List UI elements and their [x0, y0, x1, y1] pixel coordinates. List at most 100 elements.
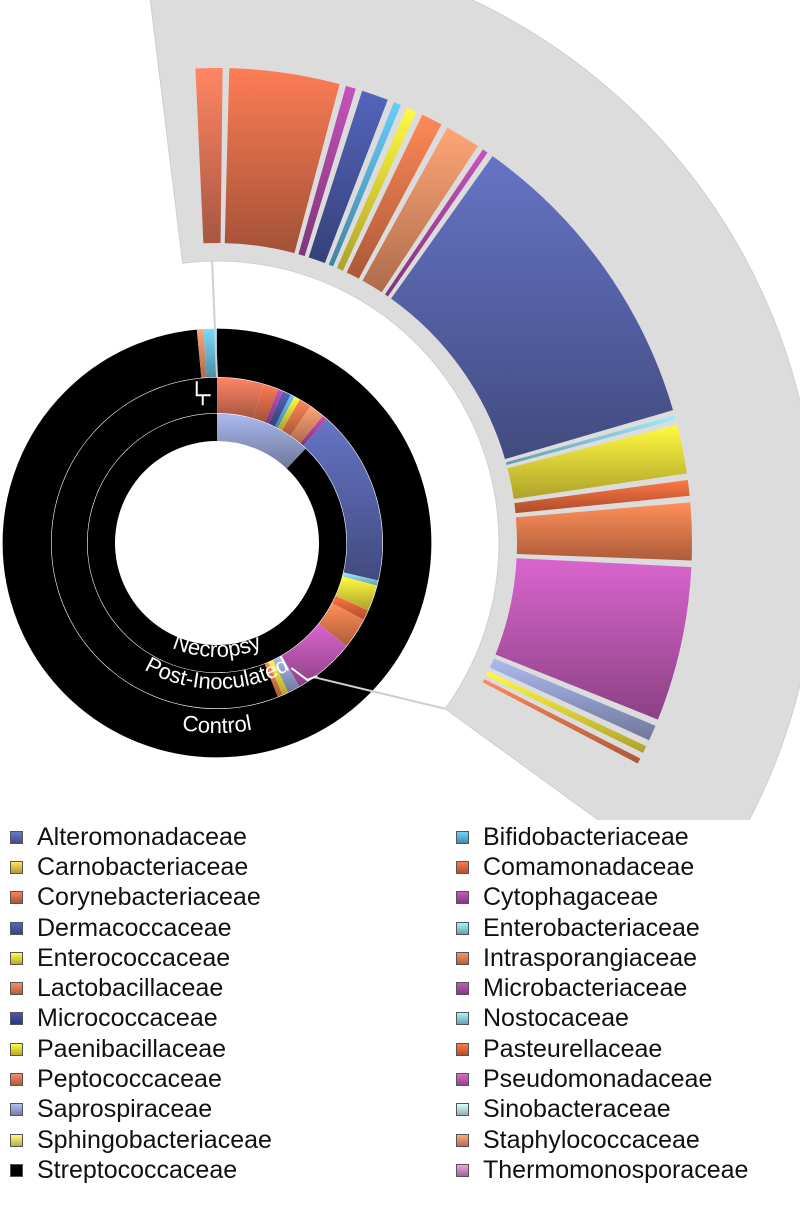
legend-label: Dermacoccaceae — [37, 913, 232, 942]
legend-column-left: Alteromonadaceae Carnobacteriaceae Coryneb… — [10, 822, 272, 1186]
ring-post-inoculated-segment-comamonadaceae — [264, 662, 283, 698]
legend-label: Micrococcaceae — [37, 1004, 218, 1033]
ring-post-inoculated-segment-corynebacteriaceae — [253, 383, 279, 423]
ring-post-inoculated-segment-streptococcaceae — [50, 377, 278, 710]
ring-post-inoculated-segment-microbacteriaceae — [265, 388, 284, 424]
ring-post-inoculated-segment-staphylococcaceae — [290, 405, 324, 444]
legend-item-corynebacteriaceae: Corynebacteriaceae — [10, 883, 272, 913]
ring-post-inoculated-segment-pseudomonadaceae — [281, 623, 348, 687]
legend-swatch — [456, 1073, 469, 1087]
legend-label: Pseudomonadaceae — [483, 1065, 713, 1094]
expanded-segment-enterococcaceae — [336, 107, 417, 271]
legend-label: Carnobacteriaceae — [37, 852, 249, 881]
legend-label: Corynebacteriaceae — [37, 883, 261, 912]
legend-item-peptococcaceae: Peptococcaceae — [10, 1064, 272, 1094]
ring-post-inoculated-segment-pasteurellaceae — [332, 595, 369, 620]
legend-label: Peptococcaceae — [37, 1065, 222, 1094]
legend-swatch — [10, 860, 23, 874]
legend-swatch — [10, 1073, 23, 1087]
expanded-segment-sphingobacteriaceae — [486, 671, 647, 754]
legend-swatch — [10, 982, 23, 996]
legend-label: Bifidobacteriaceae — [483, 822, 689, 851]
ring-post-inoculated-segment-enterobacteriaceae — [342, 572, 379, 586]
legend-label: Staphylococcaceae — [483, 1125, 700, 1154]
legend-swatch — [10, 1042, 23, 1056]
legend-swatch — [10, 830, 23, 844]
legend-swatch — [456, 1012, 469, 1026]
expanded-segment-corynebacteriaceae — [224, 68, 340, 254]
legend-label: Cytophagaceae — [483, 883, 659, 912]
legend-swatch — [10, 921, 23, 935]
legend-item-paenibacillaceae: Paenibacillaceae — [10, 1034, 272, 1064]
expanded-segment-paenibacillaceae — [507, 424, 687, 500]
expanded-segment-pasteurellaceae — [514, 479, 690, 514]
legend-label: Nostocaceae — [483, 1004, 629, 1033]
legend-label: Enterobacteriaceae — [483, 913, 700, 942]
legend-swatch — [10, 1103, 23, 1117]
ring-label-control: Control — [181, 710, 253, 738]
legend-item-nostocaceae: Nostocaceae — [456, 1004, 748, 1034]
legend-item-enterococcaceae: Enterococcaceae — [10, 943, 272, 973]
legend-swatch — [456, 921, 469, 935]
legend-label: Enterococcaceae — [37, 943, 231, 972]
legend-item-cytophagaceae: Cytophagaceae — [456, 883, 748, 913]
legend-swatch — [456, 1133, 469, 1147]
ring-post-inoculated-segment-enterococcaceae — [277, 396, 301, 431]
legend-swatch — [456, 1163, 469, 1177]
legend-item-pasteurellaceae: Pasteurellaceae — [456, 1034, 748, 1064]
legend-label: Microbacteriaceae — [483, 974, 688, 1003]
legend-label: Paenibacillaceae — [37, 1034, 227, 1063]
ring-post-inoculated-segment-saprospiraceae — [272, 655, 300, 693]
legend-label: Sinobacteraceae — [483, 1095, 671, 1124]
expanded-segments — [195, 67, 692, 764]
ring-necropsy-segment-saprospiraceae — [217, 413, 306, 469]
expanded-segment-cytophagaceae — [384, 149, 488, 297]
bracket-marker-top — [195, 381, 211, 406]
legend: Alteromonadaceae Carnobacteriaceae Coryneb… — [0, 822, 800, 1202]
ring-post-inoculated-segment-paenibacillaceae — [335, 576, 378, 611]
legend-swatch — [10, 951, 23, 965]
legend-swatch — [10, 1133, 23, 1147]
legend-item-alteromonadaceae: Alteromonadaceae — [10, 822, 272, 852]
legend-item-saprospiraceae: Saprospiraceae — [10, 1095, 272, 1125]
expanded-segment-pseudomonadaceae — [495, 558, 692, 720]
expanded-segment-lactobacillaceae — [346, 114, 442, 279]
sunburst-rings — [1, 327, 433, 759]
legend-item-microbacteriaceae: Microbacteriaceae — [456, 973, 748, 1003]
legend-item-sinobacteraceae: Sinobacteraceae — [456, 1095, 748, 1125]
legend-item-intrasporangiaceae: Intrasporangiaceae — [456, 943, 748, 973]
sunburst-chart: Necropsy Post-Inoculated Control — [1, 0, 800, 820]
legend-item-comamonadaceae: Comamonadaceae — [456, 852, 748, 882]
legend-label: Saprospiraceae — [37, 1095, 213, 1124]
legend-item-carnobacteriaceae: Carnobacteriaceae — [10, 852, 272, 882]
legend-label: Alteromonadaceae — [37, 822, 247, 851]
expanded-segment-intrasporangiaceae — [515, 502, 692, 561]
legend-label: Sphingobacteriaceae — [37, 1125, 272, 1154]
expanded-segment-dermacoccaceae — [308, 90, 388, 264]
ring-post-inoculated-segment-intrasporangiaceae — [318, 603, 365, 647]
expanded-segment-bifidobacteriaceae — [328, 102, 401, 267]
ring-post-inoculated-segment-cytophagaceae — [300, 415, 328, 446]
legend-label: Comamonadaceae — [483, 852, 695, 881]
legend-item-streptococcaceae: Streptococcaceae — [10, 1155, 272, 1185]
legend-column-right: Bifidobacteriaceae Comamonadaceae Cytophag… — [456, 822, 748, 1186]
expanded-segment-microbacteriaceae — [298, 85, 356, 257]
legend-swatch — [456, 830, 469, 844]
ring-post-inoculated-segment-alteromonadaceae — [303, 418, 383, 581]
legend-swatch — [10, 1012, 23, 1026]
expanded-segment-peptococcaceae — [195, 67, 223, 244]
connector-line-bottom — [314, 676, 446, 710]
legend-swatch — [456, 860, 469, 874]
expanded-segment-saprospiraceae — [489, 658, 656, 741]
expanded-segment-comamonadaceae — [482, 679, 641, 764]
ring-control-segment-peptococcaceae — [196, 328, 207, 378]
ring-post-inoculated-segment-lactobacillaceae — [282, 399, 311, 436]
legend-item-lactobacillaceae: Lactobacillaceae — [10, 973, 272, 1003]
expanded-segment-alteromonadaceae — [391, 156, 674, 460]
legend-item-thermomonosporaceae: Thermomonosporaceae — [456, 1155, 748, 1185]
legend-item-sphingobacteriaceae: Sphingobacteriaceae — [10, 1125, 272, 1155]
legend-label: Pasteurellaceae — [483, 1034, 663, 1063]
legend-swatch — [456, 1042, 469, 1056]
ring-label-necropsy: Necropsy — [170, 629, 264, 662]
legend-label: Intrasporangiaceae — [483, 943, 698, 972]
